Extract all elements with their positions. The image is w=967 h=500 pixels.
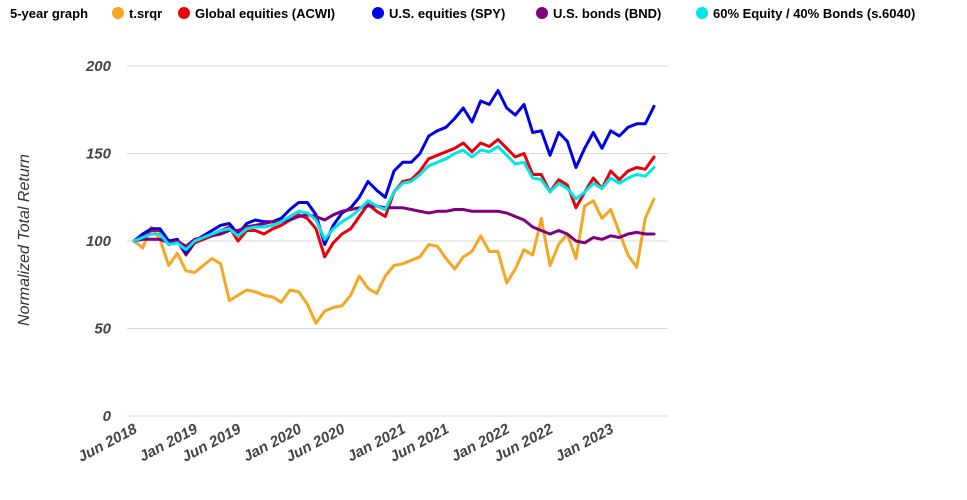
legend: 5-year graph t.srqr Global equities (ACWI…: [10, 6, 915, 21]
legend-marker-u-s-equities-spy: [372, 7, 384, 19]
y-tick-label: 200: [85, 58, 112, 75]
series-line-t-srqr: [132, 197, 656, 325]
legend-marker-u-s-bonds-bnd: [536, 7, 548, 19]
y-tick-label: 50: [94, 321, 111, 338]
series-line-60-equity-40-bonds-s-6040: [132, 145, 656, 252]
legend-label-u-s-equities-spy: U.S. equities (SPY): [389, 6, 505, 21]
y-tick-label: 0: [103, 408, 112, 425]
plot-area: [132, 89, 656, 325]
legend-title: 5-year graph: [10, 6, 88, 21]
x-tick-label: Jun 2018: [75, 420, 140, 465]
y-tick-label: 100: [86, 233, 112, 250]
series-line-u-s-bonds-bnd: [132, 204, 656, 248]
legend-label-u-s-bonds-bnd: U.S. bonds (BND): [553, 6, 661, 21]
series-line-u-s-equities-spy: [132, 89, 656, 255]
legend-marker-t-srqr: [112, 7, 124, 19]
y-axis-title: Normalized Total Return: [16, 154, 33, 326]
legend-label-60-equity-40-bonds-s-6040: 60% Equity / 40% Bonds (s.6040): [713, 6, 915, 21]
grid: [127, 65, 668, 417]
legend-label-t-srqr: t.srqr: [129, 6, 162, 21]
legend-marker-global-equities-acwi: [178, 7, 190, 19]
y-axis: 0 50 100 150 200: [85, 58, 112, 425]
legend-marker-60-equity-40-bonds-s-6040: [696, 7, 708, 19]
legend-label-global-equities-acwi: Global equities (ACWI): [195, 6, 335, 21]
y-tick-label: 150: [86, 146, 112, 163]
x-tick-label: Jan 2023: [553, 420, 618, 465]
